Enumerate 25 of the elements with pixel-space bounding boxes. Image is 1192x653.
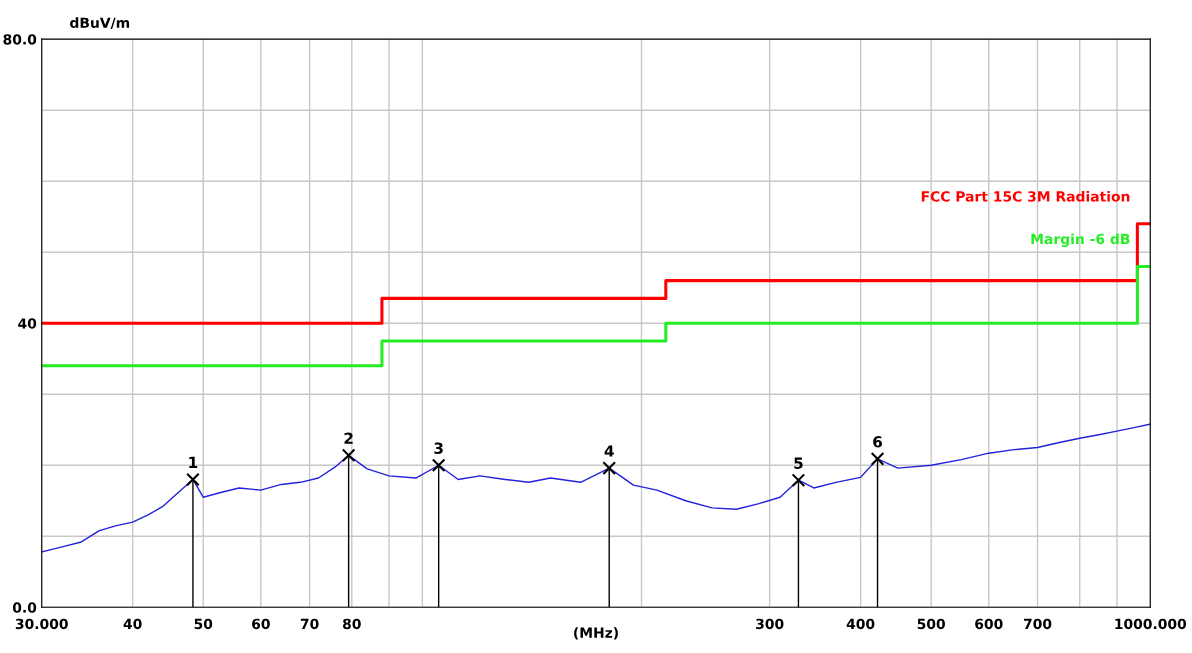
annotation: 3 [434,442,443,454]
x-tick-label: 400 [846,618,875,630]
x-tick-label: 70 [300,618,319,630]
annotation: 4 [604,445,614,457]
annotation: 5 [794,457,803,469]
annotation: 6 [873,436,883,448]
y-axis-title: dBuV/m [70,17,130,30]
y-tick-label: 0.0 [12,602,37,613]
x-tick-label: 300 [756,618,784,630]
x-tick-label: 500 [917,618,945,630]
annotation: 1 [189,456,198,468]
series-label: FCC Part 15C 3M Radiation [921,190,1130,202]
x-tick-label: 60 [252,618,270,630]
annotation: 2 [344,432,353,444]
x-tick-label: 50 [194,618,213,630]
x-tick-label: 40 [123,618,142,630]
x-tick-label: 30.000 [15,618,68,630]
x-tick-label: 700 [1023,618,1052,630]
series-label: Margin -6 dB [1031,233,1130,247]
x-tick-label: 80 [342,618,361,630]
y-tick-label: 80.0 [3,34,37,45]
x-axis-title: (MHz) [574,627,618,640]
x-tick-label: 1000.000 [1115,618,1187,630]
x-tick-label: 600 [975,618,1003,630]
y-tick-label: 40 [18,318,37,329]
